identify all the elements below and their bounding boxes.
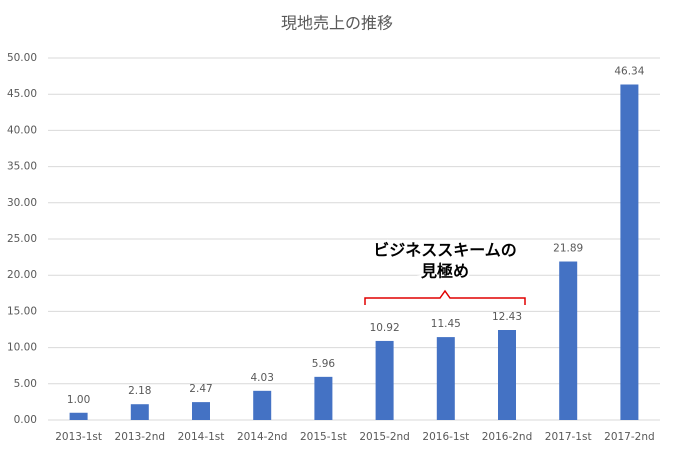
annotation: ビジネススキームの	[373, 241, 517, 260]
bar	[253, 390, 272, 420]
y-tick-label: 50.00	[7, 52, 37, 64]
annotation: 見極め	[420, 262, 469, 281]
y-tick-label: 30.00	[7, 197, 37, 209]
bar	[620, 84, 639, 420]
bracket	[364, 289, 526, 305]
x-tick-label: 2015-2nd	[359, 431, 410, 443]
y-tick-label: 35.00	[7, 161, 37, 173]
x-tick-label: 2014-2nd	[237, 431, 288, 443]
value-label: 12.43	[492, 311, 522, 323]
bar	[436, 337, 455, 420]
x-tick-label: 2013-2nd	[115, 431, 166, 443]
bar	[498, 330, 516, 420]
bar	[375, 340, 394, 420]
y-tick-label: 40.00	[7, 124, 37, 136]
value-label: 4.03	[251, 372, 274, 384]
y-tick-label: 5.00	[14, 378, 37, 390]
x-tick-label: 2017-2nd	[604, 431, 655, 443]
value-label: 2.47	[189, 383, 212, 395]
y-tick-label: 25.00	[7, 233, 37, 245]
x-tick-label: 2016-1st	[422, 431, 469, 443]
value-label: 1.00	[67, 394, 90, 406]
bar	[192, 402, 210, 420]
x-tick-label: 2015-1st	[300, 431, 347, 443]
y-tick-label: 45.00	[7, 88, 37, 100]
value-label: 46.34	[614, 65, 644, 77]
y-tick-label: 15.00	[7, 305, 37, 317]
bar	[314, 376, 333, 420]
y-tick-label: 10.00	[7, 342, 37, 354]
bar	[69, 412, 88, 420]
x-tick-label: 2014-1st	[178, 431, 225, 443]
bar	[559, 261, 578, 420]
value-label: 11.45	[431, 318, 461, 330]
x-tick-label: 2013-1st	[55, 431, 102, 443]
y-tick-label: 20.00	[7, 269, 37, 281]
chart-title: 現地売上の推移	[281, 14, 393, 33]
value-label: 5.96	[312, 358, 336, 370]
value-label: 21.89	[553, 243, 583, 255]
value-label: 10.92	[370, 322, 400, 334]
value-label: 2.18	[128, 385, 151, 397]
x-tick-label: 2016-2nd	[482, 431, 533, 443]
x-tick-label: 2017-1st	[545, 431, 592, 443]
bar	[130, 404, 149, 420]
y-tick-label: 0.00	[14, 414, 37, 426]
